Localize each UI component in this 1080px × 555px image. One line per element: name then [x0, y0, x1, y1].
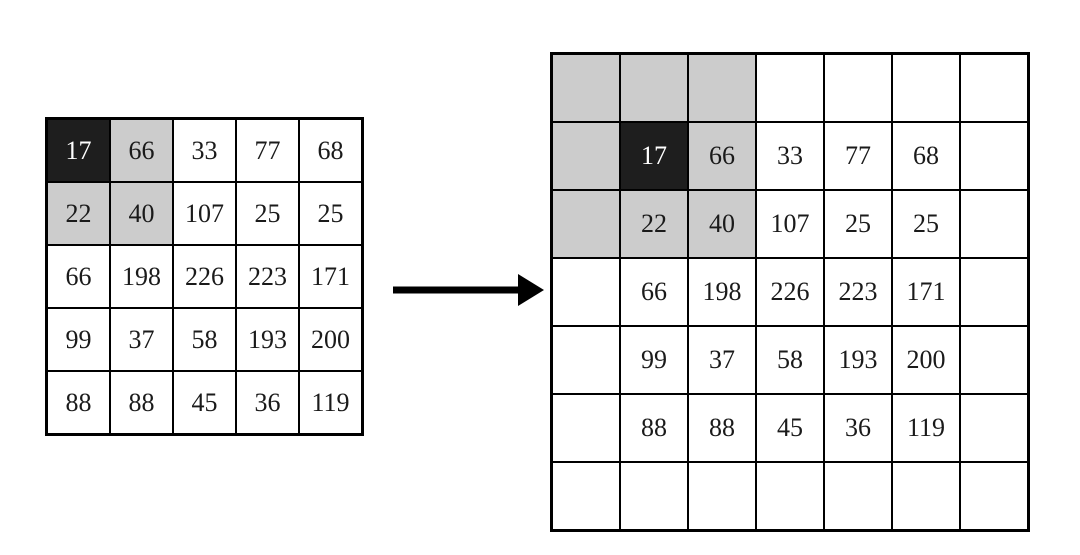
grid-cell: 33	[173, 119, 236, 182]
grid-cell: 66	[620, 258, 688, 326]
grid-cell	[552, 190, 620, 258]
grid-cell: 68	[892, 122, 960, 190]
grid-cell: 99	[47, 308, 110, 371]
right-grid: 1766337768224010725256619822622317199375…	[550, 52, 1030, 532]
grid-cell: 37	[110, 308, 173, 371]
grid-cell	[688, 462, 756, 530]
grid-cell: 119	[892, 394, 960, 462]
grid-cell: 25	[892, 190, 960, 258]
grid-cell: 77	[824, 122, 892, 190]
grid-cell: 17	[47, 119, 110, 182]
grid-cell	[960, 122, 1028, 190]
grid-cell: 40	[688, 190, 756, 258]
grid-cell: 200	[892, 326, 960, 394]
grid-cell	[688, 54, 756, 122]
grid-cell	[552, 54, 620, 122]
grid-cell: 107	[173, 182, 236, 245]
grid-cell: 88	[688, 394, 756, 462]
grid-cell: 66	[47, 245, 110, 308]
grid-cell: 45	[756, 394, 824, 462]
grid-cell: 107	[756, 190, 824, 258]
grid-cell	[960, 462, 1028, 530]
grid-cell: 77	[236, 119, 299, 182]
grid-cell	[552, 122, 620, 190]
grid-cell: 223	[236, 245, 299, 308]
grid-cell: 66	[110, 119, 173, 182]
grid-cell: 88	[620, 394, 688, 462]
grid-cell: 17	[620, 122, 688, 190]
grid-cell: 22	[620, 190, 688, 258]
transform-arrow	[393, 270, 550, 310]
grid-cell: 198	[110, 245, 173, 308]
grid-cell: 171	[299, 245, 362, 308]
grid-cell	[756, 54, 824, 122]
grid-cell	[620, 54, 688, 122]
grid-cell: 223	[824, 258, 892, 326]
grid-cell	[960, 54, 1028, 122]
grid-cell	[620, 462, 688, 530]
diagram-container: 1766337768224010725256619822622317199375…	[0, 0, 1080, 555]
grid-cell	[552, 326, 620, 394]
grid-cell: 58	[173, 308, 236, 371]
grid-cell: 226	[173, 245, 236, 308]
grid-cell: 193	[824, 326, 892, 394]
grid-cell: 36	[236, 371, 299, 434]
grid-cell: 33	[756, 122, 824, 190]
grid-cell	[824, 462, 892, 530]
grid-cell	[960, 326, 1028, 394]
grid-cell: 88	[110, 371, 173, 434]
left-grid: 1766337768224010725256619822622317199375…	[45, 117, 364, 436]
grid-cell: 66	[688, 122, 756, 190]
grid-cell	[552, 258, 620, 326]
grid-cell	[892, 54, 960, 122]
grid-cell: 37	[688, 326, 756, 394]
grid-cell: 22	[47, 182, 110, 245]
grid-cell: 171	[892, 258, 960, 326]
grid-cell: 58	[756, 326, 824, 394]
grid-cell	[552, 462, 620, 530]
grid-cell: 68	[299, 119, 362, 182]
grid-cell: 200	[299, 308, 362, 371]
grid-cell	[824, 54, 892, 122]
grid-cell: 119	[299, 371, 362, 434]
grid-cell: 88	[47, 371, 110, 434]
grid-cell: 36	[824, 394, 892, 462]
grid-cell: 226	[756, 258, 824, 326]
grid-cell: 198	[688, 258, 756, 326]
grid-cell: 25	[824, 190, 892, 258]
grid-cell	[960, 258, 1028, 326]
grid-cell: 193	[236, 308, 299, 371]
grid-cell: 25	[299, 182, 362, 245]
grid-cell: 99	[620, 326, 688, 394]
grid-cell	[552, 394, 620, 462]
grid-cell: 40	[110, 182, 173, 245]
grid-cell	[960, 394, 1028, 462]
grid-cell: 25	[236, 182, 299, 245]
grid-cell: 45	[173, 371, 236, 434]
grid-cell	[756, 462, 824, 530]
grid-cell	[960, 190, 1028, 258]
grid-cell	[892, 462, 960, 530]
